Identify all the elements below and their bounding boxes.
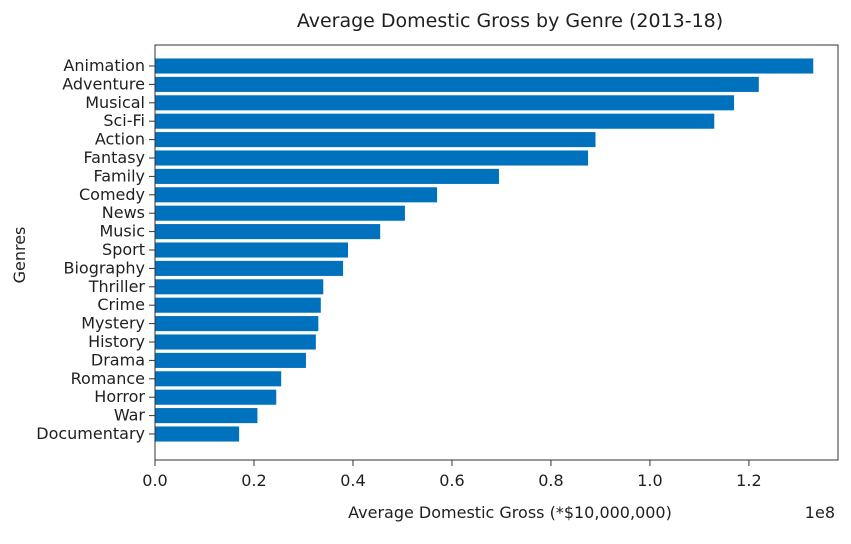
- y-tick-label: History: [88, 332, 145, 351]
- bar-crime: [155, 297, 321, 313]
- y-tick-label: Sci-Fi: [103, 111, 145, 130]
- bars-layer: [155, 58, 814, 442]
- bar-thriller: [155, 279, 324, 295]
- y-tick-label: Musical: [85, 93, 145, 112]
- bar-history: [155, 334, 316, 350]
- y-tick-label: Romance: [71, 369, 145, 388]
- bar-war: [155, 408, 258, 424]
- y-tick-label: Fantasy: [83, 148, 145, 167]
- x-tick-label: 0.2: [241, 471, 266, 490]
- y-tick-label: Family: [94, 166, 145, 185]
- chart-title: Average Domestic Gross by Genre (2013-18…: [297, 10, 723, 32]
- bar-horror: [155, 389, 277, 405]
- bar-animation: [155, 58, 814, 74]
- bar-comedy: [155, 187, 438, 203]
- x-tick-label: 0.0: [142, 471, 167, 490]
- y-axis: AnimationAdventureMusicalSci-FiActionFan…: [36, 56, 155, 443]
- x-tick-label: 1.0: [637, 471, 662, 490]
- y-tick-label: War: [114, 406, 146, 425]
- y-tick-label: Adventure: [62, 74, 145, 93]
- x-axis-exponent-label: 1e8: [805, 503, 835, 522]
- bar-action: [155, 132, 596, 148]
- plot-frame: [154, 44, 839, 461]
- y-tick-label: Sport: [102, 240, 145, 259]
- x-axis-label: Average Domestic Gross (*$10,000,000): [348, 503, 672, 522]
- bar-drama: [155, 352, 306, 368]
- x-tick-label: 0.6: [439, 471, 464, 490]
- y-tick-label: News: [102, 203, 145, 222]
- y-tick-label: Biography: [63, 258, 145, 277]
- y-tick-label: Drama: [91, 350, 145, 369]
- y-tick-label: Documentary: [36, 424, 145, 443]
- y-tick-label: Animation: [63, 56, 145, 75]
- bar-sci-fi: [155, 113, 715, 129]
- y-tick-label: Thriller: [88, 277, 146, 296]
- x-axis: 0.0 0.2 0.4 0.6 0.8 1.0 1.2: [142, 460, 762, 490]
- y-tick-label: Comedy: [79, 185, 145, 204]
- bar-adventure: [155, 76, 759, 92]
- bar-news: [155, 205, 405, 221]
- y-axis-label: Genres: [10, 227, 29, 284]
- y-tick-label: Horror: [94, 387, 145, 406]
- y-tick-label: Mystery: [81, 314, 145, 333]
- x-tick-label: 0.4: [340, 471, 365, 490]
- bar-sport: [155, 242, 349, 258]
- x-tick-label: 0.8: [538, 471, 563, 490]
- bar-biography: [155, 260, 344, 276]
- y-tick-label: Action: [95, 130, 145, 149]
- y-tick-label: Music: [99, 222, 145, 241]
- bar-documentary: [155, 426, 240, 442]
- bar-family: [155, 168, 499, 184]
- bar-mystery: [155, 316, 319, 332]
- bar-music: [155, 224, 381, 240]
- y-tick-label: Crime: [97, 295, 145, 314]
- x-tick-label: 1.2: [736, 471, 761, 490]
- bar-fantasy: [155, 150, 589, 166]
- bar-musical: [155, 95, 735, 111]
- bar-romance: [155, 371, 282, 387]
